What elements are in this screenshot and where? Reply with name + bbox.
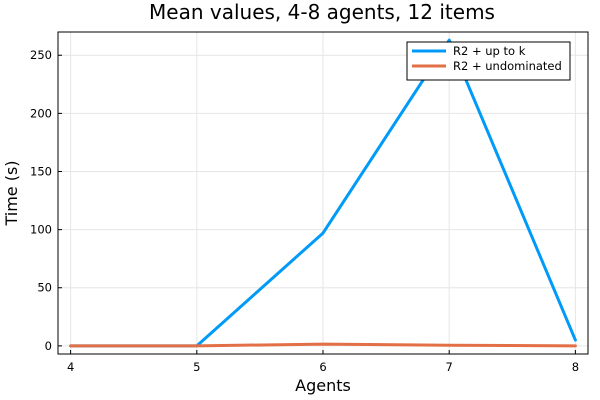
chart-title: Mean values, 4-8 agents, 12 items — [149, 0, 495, 24]
x-tick-label: 7 — [446, 360, 453, 374]
x-tick-label: 8 — [572, 360, 579, 374]
legend-label-1: R2 + up to k — [453, 44, 526, 58]
legend-box — [406, 41, 571, 81]
y-tick-label: 250 — [30, 48, 52, 62]
series-line-2 — [69, 342, 577, 348]
y-tick-label: 200 — [30, 106, 52, 120]
tick-labels: 4 5 6 7 8 0 50 100 150 200 250 — [30, 48, 579, 374]
legend-label-2: R2 + undominated — [453, 59, 562, 73]
y-tick-label: 0 — [45, 339, 52, 353]
x-tick-label: 4 — [67, 360, 74, 374]
y-tick-label: 150 — [30, 164, 52, 178]
x-axis-label: Agents — [295, 376, 351, 395]
y-tick-label: 50 — [37, 281, 52, 295]
x-tick-label: 5 — [193, 360, 200, 374]
series-lines — [69, 38, 577, 348]
y-tick-label: 100 — [30, 223, 52, 237]
legend: R2 + up to kR2 + undominated — [406, 41, 571, 81]
y-axis-label: Time (s) — [2, 160, 21, 226]
x-tick-label: 6 — [319, 360, 326, 374]
